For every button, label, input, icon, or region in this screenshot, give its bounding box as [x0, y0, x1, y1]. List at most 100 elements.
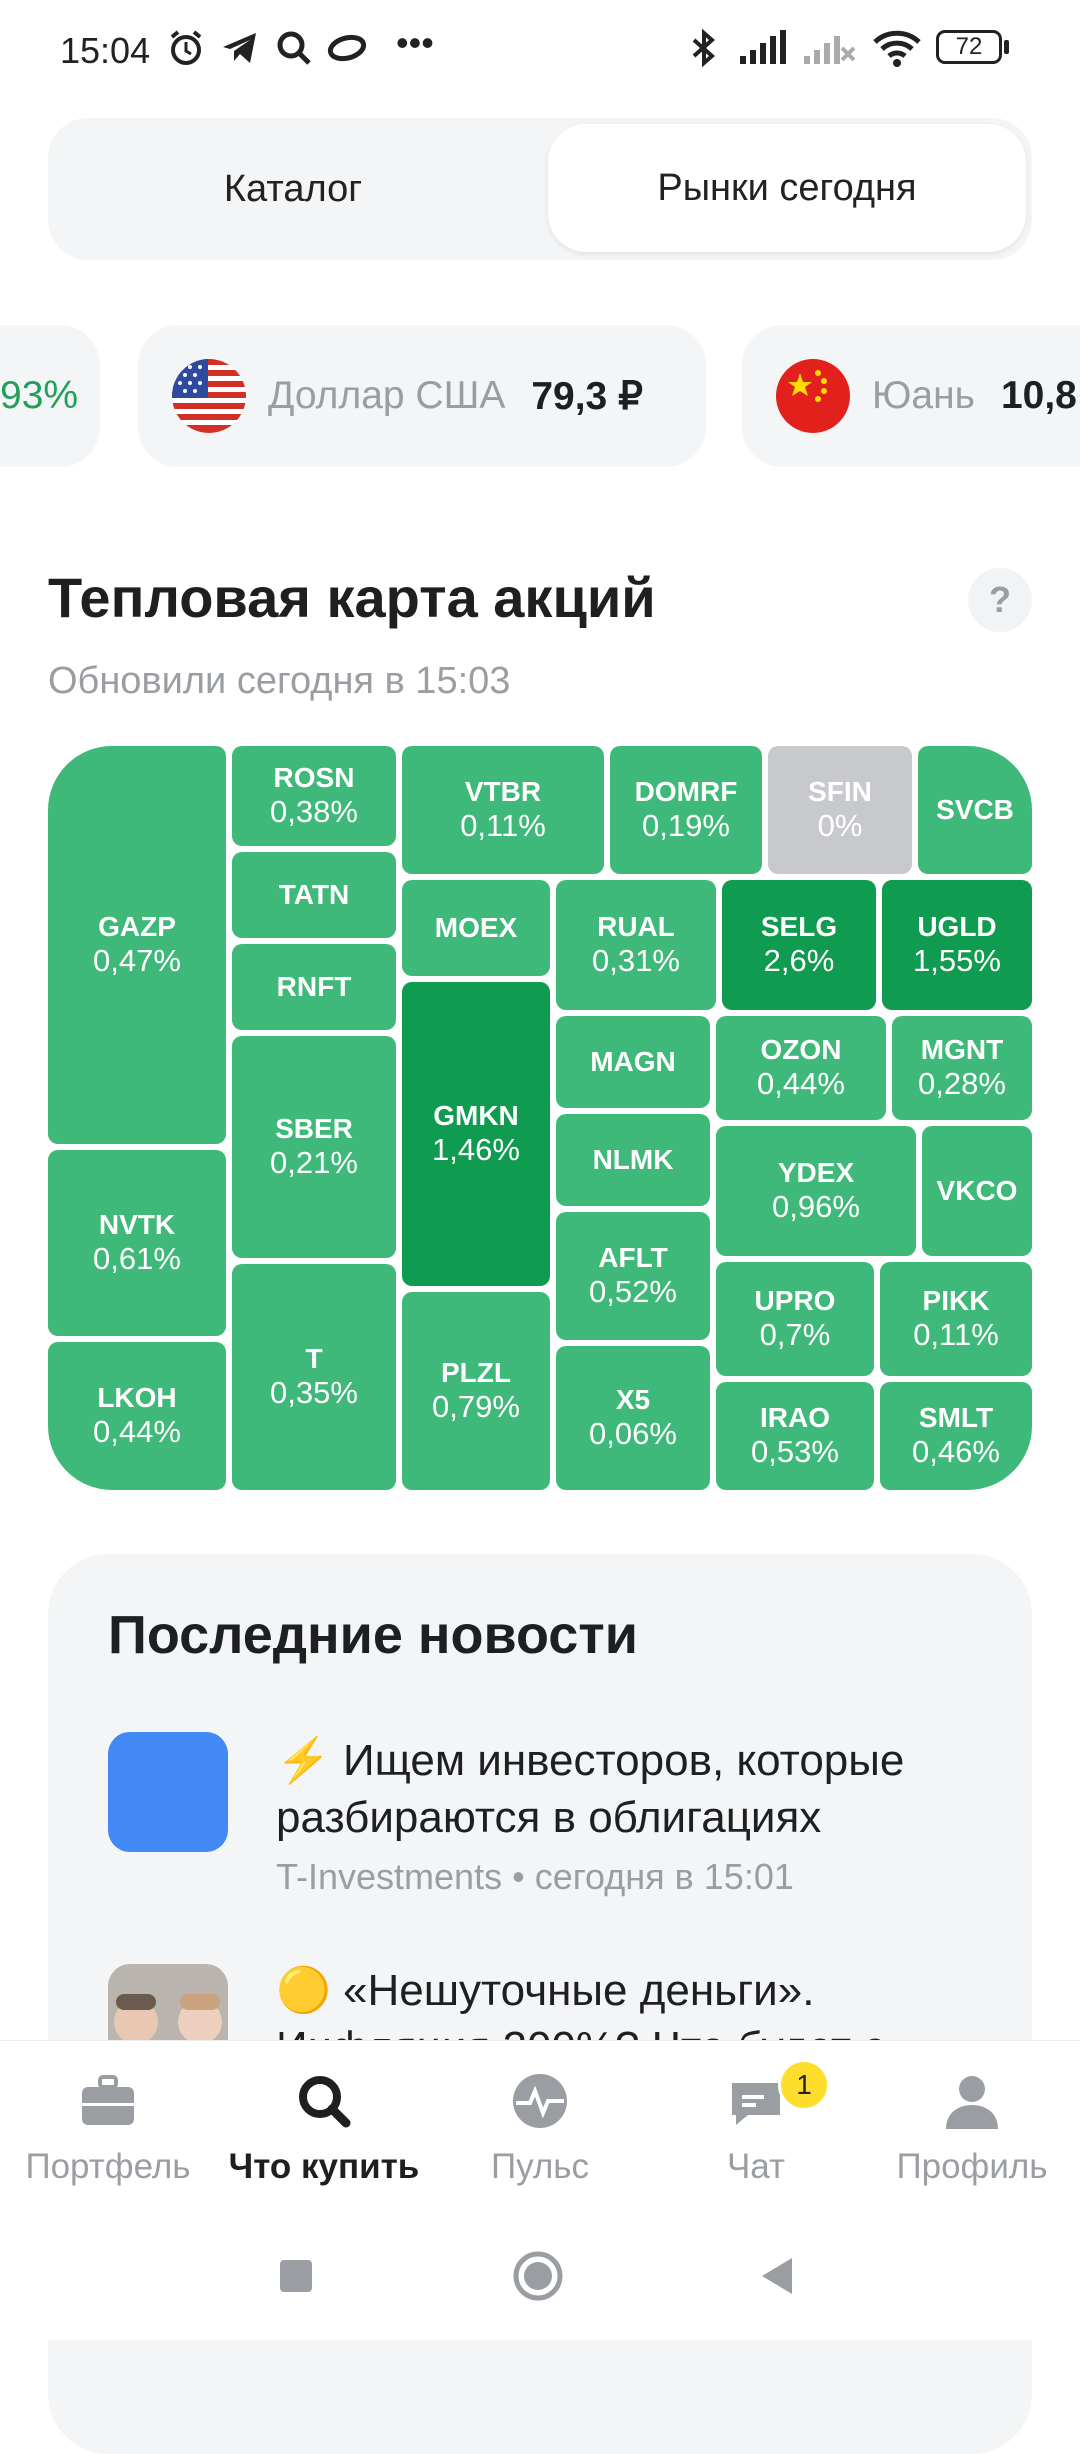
ticker-name: Юань	[872, 374, 975, 417]
heatmap-cell-plzl[interactable]: PLZL 0,79%	[402, 1292, 550, 1490]
cell-change: 2,6%	[763, 943, 835, 979]
signal-icon	[740, 30, 786, 64]
tab-label: Профиль	[896, 2147, 1048, 2186]
heatmap-cell-ydex[interactable]: YDEX 0,96%	[716, 1126, 916, 1256]
cell-change: 0,38%	[270, 794, 358, 830]
heatmap-cell-t[interactable]: T 0,35%	[232, 1264, 396, 1490]
heatmap-cell-x5[interactable]: X5 0,06%	[556, 1346, 710, 1490]
cell-change: 0,28%	[918, 1066, 1006, 1102]
tab-pulse[interactable]: Пульс	[432, 2041, 648, 2211]
ticker-value: 79,3 ₽	[531, 374, 643, 418]
heatmap-cell-lkoh[interactable]: LKOH 0,44%	[48, 1342, 226, 1490]
heatmap-cell-gmkn[interactable]: GMKN 1,46%	[402, 982, 550, 1286]
cn-flag-icon	[776, 359, 850, 433]
tab-label: Портфель	[25, 2147, 191, 2186]
cell-ticker: NVTK	[98, 1209, 176, 1241]
oval-icon	[327, 34, 367, 62]
heatmap-cell-rosn[interactable]: ROSN 0,38%	[232, 746, 396, 846]
heatmap-cell-vtbr[interactable]: VTBR 0,11%	[402, 746, 604, 874]
news-thumbnail[interactable]	[108, 1732, 228, 1852]
tab-portfolio[interactable]: Портфель	[0, 2041, 216, 2211]
heatmap-cell-svcb[interactable]: SVCB	[918, 746, 1032, 874]
cell-change: 1,46%	[432, 1132, 520, 1168]
cell-change: 0,19%	[642, 808, 730, 844]
cell-change: 0,96%	[772, 1189, 860, 1225]
cell-ticker: PLZL	[441, 1357, 511, 1389]
heatmap-cell-upro[interactable]: UPRO 0,7%	[716, 1262, 874, 1376]
ticker-chip[interactable]: 93%	[0, 325, 100, 467]
signal-off-icon	[804, 36, 856, 64]
cell-ticker: X5	[615, 1384, 651, 1416]
heatmap-cell-mgnt[interactable]: MGNT 0,28%	[892, 1016, 1032, 1120]
help-button[interactable]: ?	[968, 568, 1032, 632]
cell-ticker: UGLD	[917, 911, 997, 943]
cell-ticker: AFLT	[598, 1242, 668, 1274]
heatmap-cell-rual[interactable]: RUAL 0,31%	[556, 880, 716, 1010]
profile-icon	[946, 2076, 998, 2129]
battery-level: 72	[955, 33, 983, 60]
heatmap-cell-nvtk[interactable]: NVTK 0,61%	[48, 1150, 226, 1336]
heatmap-cell-pikk[interactable]: PIKK 0,11%	[880, 1262, 1032, 1376]
cell-ticker: DOMRF	[634, 776, 738, 808]
wifi-icon	[873, 30, 921, 67]
cell-ticker: TATN	[278, 878, 350, 910]
tab-label: Пульс	[490, 2147, 590, 2186]
heatmap-cell-tatn[interactable]: TATN	[232, 852, 396, 938]
recents-icon[interactable]	[278, 2258, 314, 2294]
bluetooth-icon	[692, 28, 716, 68]
bottom-tab-bar: Портфель Что купить Пульс 1 Чат Профиль	[0, 2040, 1080, 2211]
cell-ticker: MGNT	[920, 1034, 1004, 1066]
ticker-name: Доллар США	[268, 374, 506, 417]
heatmap-cell-magn[interactable]: MAGN	[556, 1016, 710, 1108]
news-source: T-Investments	[276, 1856, 503, 1897]
cell-change: 0,21%	[270, 1145, 358, 1181]
heatmap-cell-nlmk[interactable]: NLMK	[556, 1114, 710, 1206]
heatmap-cell-ozon[interactable]: OZON 0,44%	[716, 1016, 886, 1120]
briefcase-icon	[82, 2075, 134, 2125]
tab-chat[interactable]: 1 Чат	[648, 2041, 864, 2211]
heatmap-updated: Обновили сегодня в 15:03	[48, 660, 511, 702]
tab-label: Что купить	[228, 2147, 420, 2186]
cell-change: 0,11%	[460, 808, 546, 844]
heatmap-cell-moex[interactable]: MOEX	[402, 880, 550, 976]
cell-change: 0,53%	[751, 1434, 839, 1470]
cell-ticker: SVCB	[936, 793, 1014, 825]
cell-change: 0,44%	[93, 1414, 181, 1450]
news-time: сегодня в 15:01	[534, 1856, 794, 1897]
cell-change: 0,35%	[270, 1375, 358, 1411]
cell-ticker: SELG	[760, 911, 838, 943]
heatmap-cell-rnft[interactable]: RNFT	[232, 944, 396, 1030]
back-icon[interactable]	[758, 2256, 796, 2296]
heatmap-cell-ugld[interactable]: UGLD 1,55%	[882, 880, 1032, 1010]
cell-change: 0,47%	[93, 943, 181, 979]
heatmap-cell-selg[interactable]: SELG 2,6%	[722, 880, 876, 1010]
heatmap-cell-sfin[interactable]: SFIN 0%	[768, 746, 912, 874]
cell-change: 0,44%	[757, 1066, 845, 1102]
heatmap-cell-gazp[interactable]: GAZP 0,47%	[48, 746, 226, 1144]
tab-profile[interactable]: Профиль	[864, 2041, 1080, 2211]
tab-catalog[interactable]: Каталог	[223, 167, 363, 210]
news-headline[interactable]: ⚡ Ищем инвесторов, которые разбираются в…	[276, 1736, 905, 1843]
heatmap-cell-aflt[interactable]: AFLT 0,52%	[556, 1212, 710, 1340]
heatmap-cell-smlt[interactable]: SMLT 0,46%	[880, 1382, 1032, 1490]
cell-change: 0,61%	[93, 1241, 181, 1277]
heatmap-cell-domrf[interactable]: DOMRF 0,19%	[610, 746, 762, 874]
ticker-chip-cny[interactable]: Юань 10,8	[742, 325, 1080, 467]
cell-change: 0,46%	[912, 1434, 1000, 1470]
tab-what-to-buy[interactable]: Что купить	[216, 2041, 432, 2211]
home-icon[interactable]	[512, 2250, 564, 2302]
heatmap-cell-irao[interactable]: IRAO 0,53%	[716, 1382, 874, 1490]
status-bar: 15:04 ••• 72	[0, 0, 1080, 100]
cell-ticker: SBER	[275, 1113, 353, 1145]
heatmap-cell-sber[interactable]: SBER 0,21%	[232, 1036, 396, 1258]
cell-ticker: T	[305, 1343, 323, 1375]
search-icon	[299, 2076, 351, 2128]
cell-ticker: GAZP	[98, 911, 176, 943]
cell-ticker: RNFT	[276, 970, 352, 1002]
cell-change: 0,79%	[432, 1389, 520, 1425]
heatmap-cell-vkco[interactable]: VKCO	[922, 1126, 1032, 1256]
tab-markets-today[interactable]: Рынки сегодня	[548, 124, 1026, 252]
ticker-chip-usd[interactable]: Доллар США 79,3 ₽	[138, 325, 706, 467]
battery-icon: 72	[936, 30, 1002, 64]
cell-change: 1,55%	[913, 943, 1001, 979]
